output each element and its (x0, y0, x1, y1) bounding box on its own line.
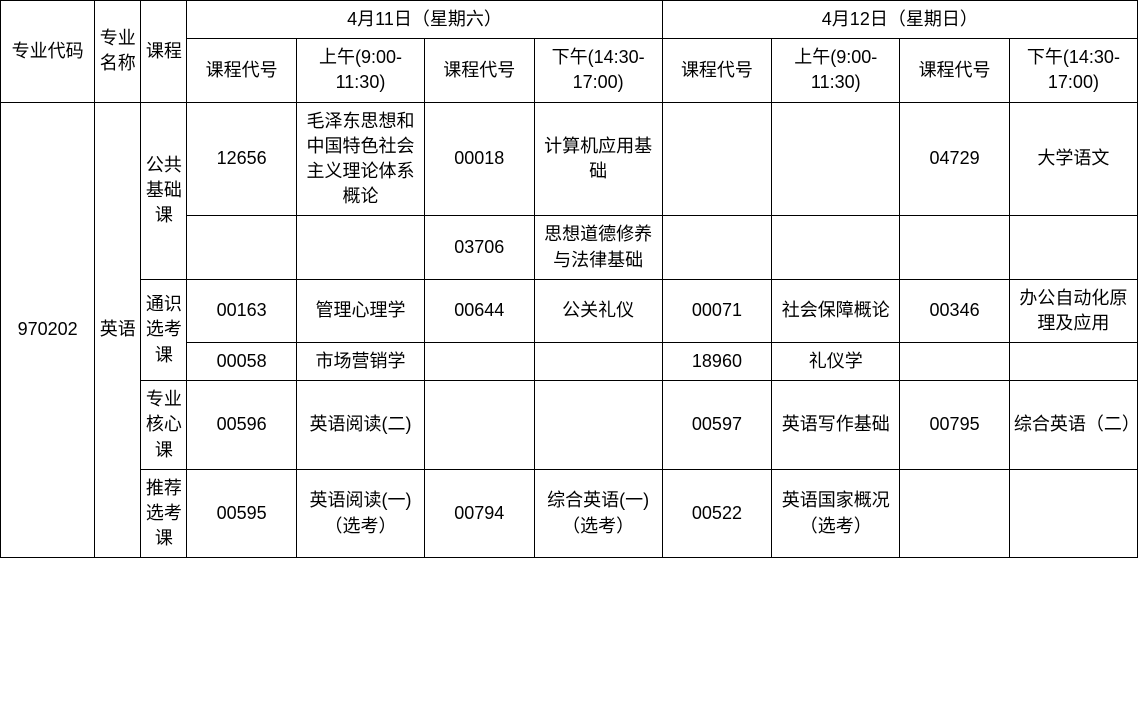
cell: 综合英语（二） (1009, 381, 1137, 470)
cell: 12656 (187, 102, 297, 216)
cell: 00795 (900, 381, 1010, 470)
cell: 04729 (900, 102, 1010, 216)
cell (534, 343, 662, 381)
hdr-d2-am-code: 课程代号 (662, 39, 772, 102)
cell (900, 216, 1010, 279)
cell: 大学语文 (1009, 102, 1137, 216)
hdr-major-name: 专业名称 (95, 1, 141, 103)
cell: 英语阅读(二) (296, 381, 424, 470)
row-rec-1: 推荐选考课 00595 英语阅读(一)（选考） 00794 综合英语(一)（选考… (1, 469, 1138, 558)
cell: 00597 (662, 381, 772, 470)
row-core-1: 专业核心课 00596 英语阅读(二) 00597 英语写作基础 00795 综… (1, 381, 1138, 470)
cell: 市场营销学 (296, 343, 424, 381)
cell-type-recommended: 推荐选考课 (141, 469, 187, 558)
cell: 社会保障概论 (772, 279, 900, 342)
cell-type-core: 专业核心课 (141, 381, 187, 470)
hdr-d2-pm-code: 课程代号 (900, 39, 1010, 102)
row-public-1: 970202 英语 公共基础课 12656 毛泽东思想和中国特色社会主义理论体系… (1, 102, 1138, 216)
cell: 00018 (425, 102, 535, 216)
cell: 03706 (425, 216, 535, 279)
cell: 毛泽东思想和中国特色社会主义理论体系概论 (296, 102, 424, 216)
cell (900, 469, 1010, 558)
cell: 办公自动化原理及应用 (1009, 279, 1137, 342)
cell: 计算机应用基础 (534, 102, 662, 216)
cell: 管理心理学 (296, 279, 424, 342)
cell (1009, 343, 1137, 381)
cell: 综合英语(一)（选考） (534, 469, 662, 558)
hdr-course-type: 课程 (141, 1, 187, 103)
cell: 00058 (187, 343, 297, 381)
row-gen-1: 通识选考课 00163 管理心理学 00644 公关礼仪 00071 社会保障概… (1, 279, 1138, 342)
cell (1009, 216, 1137, 279)
hdr-d1-pm-code: 课程代号 (425, 39, 535, 102)
cell: 00163 (187, 279, 297, 342)
cell: 思想道德修养与法律基础 (534, 216, 662, 279)
cell: 00071 (662, 279, 772, 342)
cell: 00644 (425, 279, 535, 342)
hdr-d1-pm-name: 下午(14:30-17:00) (534, 39, 662, 102)
cell: 00346 (900, 279, 1010, 342)
cell (900, 343, 1010, 381)
cell: 英语国家概况（选考） (772, 469, 900, 558)
cell (1009, 469, 1137, 558)
cell: 公关礼仪 (534, 279, 662, 342)
hdr-major-code: 专业代码 (1, 1, 95, 103)
cell (296, 216, 424, 279)
cell (772, 102, 900, 216)
cell (662, 216, 772, 279)
cell: 英语写作基础 (772, 381, 900, 470)
cell: 00596 (187, 381, 297, 470)
cell (187, 216, 297, 279)
exam-schedule-table: 专业代码 专业名称 课程 4月11日（星期六） 4月12日（星期日） 课程代号 … (0, 0, 1138, 558)
hdr-day2: 4月12日（星期日） (662, 1, 1137, 39)
hdr-d1-am-code: 课程代号 (187, 39, 297, 102)
cell-major-code: 970202 (1, 102, 95, 558)
cell (425, 343, 535, 381)
cell (534, 381, 662, 470)
cell (772, 216, 900, 279)
hdr-d1-am-name: 上午(9:00-11:30) (296, 39, 424, 102)
hdr-d2-am-name: 上午(9:00-11:30) (772, 39, 900, 102)
cell: 英语阅读(一)（选考） (296, 469, 424, 558)
cell (425, 381, 535, 470)
cell: 礼仪学 (772, 343, 900, 381)
cell-type-public: 公共基础课 (141, 102, 187, 279)
cell: 00522 (662, 469, 772, 558)
cell: 00794 (425, 469, 535, 558)
hdr-day1: 4月11日（星期六） (187, 1, 662, 39)
cell-major-name: 英语 (95, 102, 141, 558)
cell: 00595 (187, 469, 297, 558)
header-row-1: 专业代码 专业名称 课程 4月11日（星期六） 4月12日（星期日） (1, 1, 1138, 39)
cell: 18960 (662, 343, 772, 381)
cell (662, 102, 772, 216)
hdr-d2-pm-name: 下午(14:30-17:00) (1009, 39, 1137, 102)
cell-type-general: 通识选考课 (141, 279, 187, 381)
